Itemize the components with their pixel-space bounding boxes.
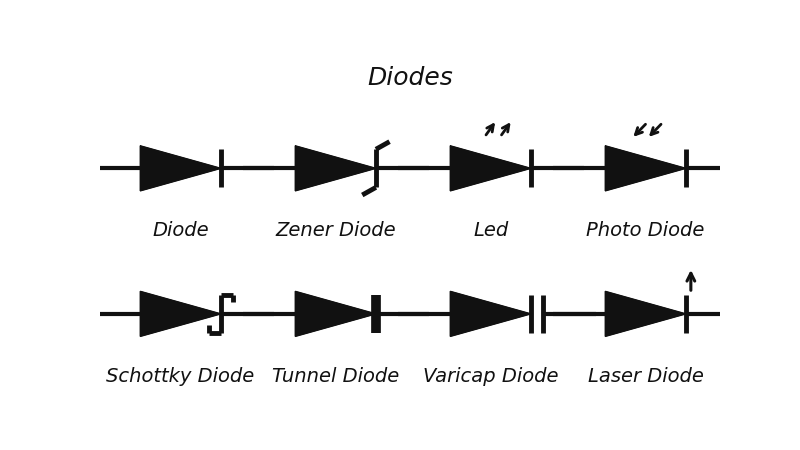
Text: Tunnel Diode: Tunnel Diode [272, 367, 399, 386]
Text: Laser Diode: Laser Diode [588, 367, 703, 386]
Text: Photo Diode: Photo Diode [586, 221, 705, 240]
Polygon shape [295, 146, 376, 191]
Text: Diode: Diode [152, 221, 209, 240]
Text: Diodes: Diodes [367, 66, 453, 90]
Polygon shape [606, 291, 686, 337]
Text: Varicap Diode: Varicap Diode [423, 367, 558, 386]
Text: Schottky Diode: Schottky Diode [106, 367, 254, 386]
Polygon shape [450, 146, 531, 191]
Polygon shape [295, 291, 376, 337]
Polygon shape [140, 146, 221, 191]
Polygon shape [606, 146, 686, 191]
Polygon shape [450, 291, 531, 337]
Text: Led: Led [473, 221, 508, 240]
Text: Zener Diode: Zener Diode [275, 221, 396, 240]
Polygon shape [140, 291, 221, 337]
